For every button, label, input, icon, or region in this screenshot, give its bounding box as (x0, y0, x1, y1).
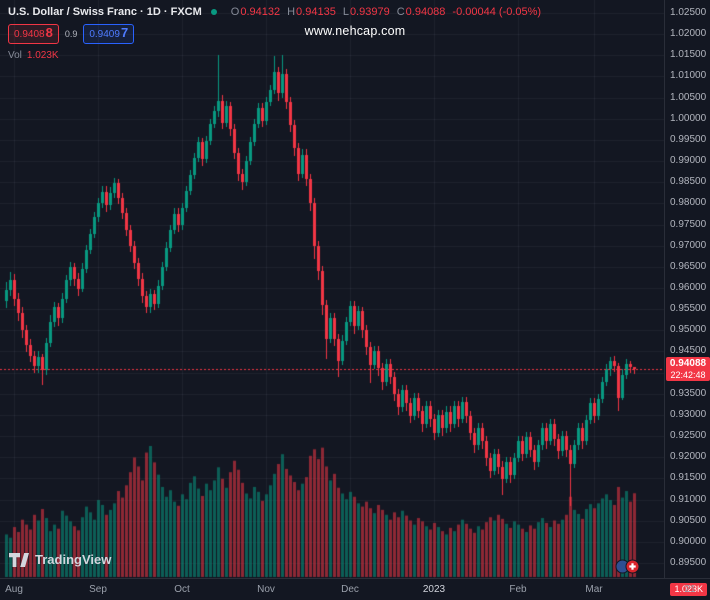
tradingview-logo[interactable]: TradingView (9, 552, 111, 567)
open-label: O (230, 6, 240, 18)
price-axis-label: 1.00000 (670, 112, 707, 124)
time-axis-label: Oct (174, 584, 190, 595)
buy-button[interactable]: 0.9409 7 (83, 24, 135, 44)
open-value: 0.94132 (240, 6, 281, 18)
price-axis-label: 0.97000 (670, 239, 707, 251)
price-axis-label: 1.02000 (670, 28, 707, 40)
price-axis-label: 0.99500 (670, 133, 707, 145)
chart-plot-area[interactable]: www.nehcap.com U.S. Dollar / Swiss Franc… (0, 0, 664, 578)
time-axis-label: Aug (5, 584, 23, 595)
price-axis-label: 0.91000 (670, 493, 707, 505)
close-value: 0.94088 (405, 6, 446, 18)
time-axis-label: Feb (509, 584, 527, 595)
price-axis-label: 0.91500 (670, 472, 707, 484)
price-axis-label: 0.93000 (670, 408, 707, 420)
change-value: -0.00044 (-0.05%) (452, 6, 542, 18)
price-axis-label: 0.90000 (670, 535, 707, 547)
time-axis-label: 21 (684, 584, 696, 595)
bar-countdown: 22:42:48 (670, 370, 706, 380)
close-label: C (396, 6, 405, 18)
price-axis-label: 0.96500 (670, 260, 707, 272)
time-axis-label: 2023 (422, 584, 446, 595)
sell-price: 0.9408 (14, 29, 45, 40)
time-axis-label: Nov (257, 584, 275, 595)
time-axis[interactable]: 1.023K Aug Sep Oct Nov Dec 2023 Feb Mar 21 (0, 578, 710, 600)
legend-row-trade: 0.9408 8 0.9 0.9409 7 (8, 24, 541, 44)
time-axis-label: Dec (341, 584, 359, 595)
sell-button[interactable]: 0.9408 8 (8, 24, 59, 44)
last-price-value: 0.94088 (669, 358, 707, 369)
buy-price-pip: 7 (120, 25, 129, 40)
volume-badge: 1.023K (670, 583, 707, 596)
usdchf-pair-flags-icon (615, 559, 641, 579)
price-axis-label: 1.02500 (670, 7, 707, 18)
time-axis-label: Mar (585, 584, 603, 595)
tradingview-logo-icon (9, 552, 29, 567)
symbol-title[interactable]: U.S. Dollar / Swiss Franc · 1D · FXCM (8, 6, 202, 18)
buy-price: 0.9409 (89, 29, 120, 40)
high-value: 0.94135 (296, 6, 336, 18)
price-axis-label: 1.01000 (670, 70, 707, 82)
market-status-dot[interactable] (210, 9, 217, 15)
candlestick-chart-canvas[interactable] (0, 0, 664, 578)
ohlc-values: O 0.94132 H 0.94135 L 0.93979 C 0.94088 (224, 6, 446, 18)
last-price-badge: 0.94088 22:42:48 (666, 357, 710, 381)
price-axis-label: 1.01500 (670, 49, 707, 61)
spread-value: 0.9 (64, 29, 78, 39)
low-value: 0.93979 (349, 6, 390, 18)
price-axis-label: 0.92500 (670, 430, 707, 442)
legend-row-volume: Vol 1.023K (8, 50, 541, 61)
price-axis-label: 0.95500 (670, 303, 707, 315)
time-axis-label: Sep (89, 584, 107, 595)
sell-price-pip: 8 (45, 25, 53, 40)
tradingview-logo-text: TradingView (35, 552, 112, 567)
low-label: L (342, 6, 349, 18)
price-axis-label: 0.96000 (670, 282, 707, 293)
price-axis[interactable]: 0.94088 22:42:48 1.02500 1.02000 1.01500 1.… (664, 0, 710, 578)
price-axis-label: 0.99000 (670, 155, 707, 167)
volume-value: 1.023K (26, 50, 59, 61)
price-axis-label: 0.90500 (670, 514, 707, 526)
price-axis-label: 0.92000 (670, 451, 707, 463)
price-axis-label: 0.98000 (670, 197, 707, 209)
price-axis-label: 0.98500 (670, 176, 707, 188)
volume-label: Vol (8, 50, 22, 61)
price-axis-label: 0.95000 (670, 324, 707, 336)
price-axis-label: 1.00500 (670, 91, 707, 103)
price-axis-label: 0.89500 (670, 557, 707, 568)
price-axis-label: 0.97500 (670, 218, 707, 230)
price-axis-label: 0.93500 (670, 387, 707, 399)
price-axis-label: 0.94500 (670, 345, 707, 357)
high-label: H (287, 6, 296, 18)
